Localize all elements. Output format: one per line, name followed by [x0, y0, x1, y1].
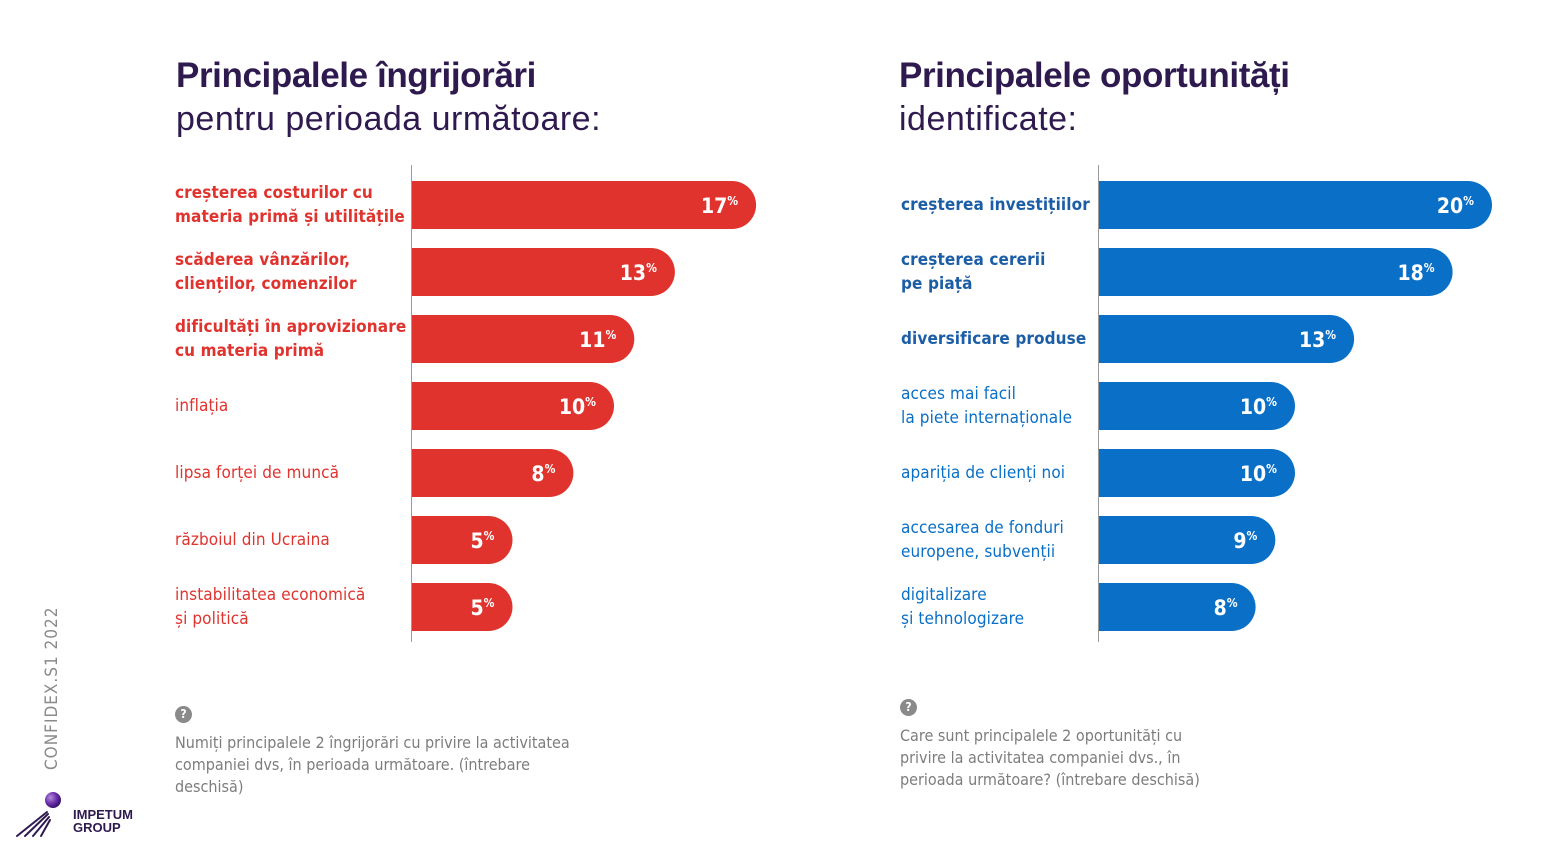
opportunities-bar-chart: 20% 18% 13% 10% 10% 9% 8% — [1098, 181, 1492, 631]
opportunity-bar-value-label: 20% — [1437, 194, 1474, 218]
concerns-subtitle: pentru perioada următoare: — [176, 100, 602, 138]
concerns-question-note: Numiți principalele 2 îngrijorări cu pri… — [175, 733, 570, 796]
concerns-title: Principalele îngrijorări — [176, 56, 536, 95]
concern-category-label: lipsa forței de muncă — [175, 463, 340, 483]
concern-bar-value-label: 5% — [471, 596, 495, 620]
opportunities-title: Principalele oportunități — [899, 56, 1290, 95]
concern-bar — [411, 449, 574, 497]
concern-bar — [411, 516, 513, 564]
opportunities-category-labels: creșterea investițiilor creșterea cererii… — [771, 0, 1542, 853]
opportunity-category-label: creșterea investițiilor — [901, 195, 1090, 215]
concern-category-label: inflația — [175, 396, 229, 416]
concern-category-label: războiul din Ucraina — [175, 530, 330, 550]
concern-category-label: dificultăți în aprovizionare cu materia … — [175, 317, 407, 361]
opportunity-category-label: creșterea cererii pe piață — [901, 250, 1046, 294]
concern-bar — [411, 315, 635, 363]
opportunity-bar — [1098, 248, 1453, 296]
opportunity-category-label: digitalizare și tehnologizare — [901, 585, 1025, 629]
question-icon: ? — [175, 706, 192, 723]
opportunity-category-label: apariția de clienți noi — [901, 463, 1066, 483]
logo-text: IMPETUM GROUP — [73, 807, 133, 835]
opportunity-bar — [1098, 315, 1355, 363]
opportunities-axis-line — [1098, 165, 1099, 642]
opportunity-bar-value-label: 8% — [1214, 596, 1238, 620]
concerns-axis-line — [411, 165, 412, 642]
concern-category-label: scăderea vânzărilor, clienților, comenzi… — [175, 250, 357, 294]
concerns-bar-chart: 17% 13% 11% 10% 8% 5% 5% — [411, 181, 757, 631]
opportunities-question-note: Care sunt principalele 2 oportunități cu… — [900, 726, 1200, 789]
concerns-panel: Principalele îngrijorări pentru perioada… — [175, 56, 757, 796]
concern-bar-value-label: 5% — [471, 529, 495, 553]
opportunity-bar — [1098, 382, 1295, 430]
opportunity-category-label: acces mai facil la piete internaționale — [901, 384, 1073, 428]
concern-category-label: instabilitatea economică și politică — [175, 585, 366, 629]
concerns-category-labels: creșterea costurilor cu materia primă și… — [175, 183, 407, 629]
opportunity-category-label: diversificare produse — [901, 329, 1087, 349]
concern-bar-value-label: 13% — [620, 261, 657, 285]
opportunity-bar — [1098, 516, 1276, 564]
concern-bar — [411, 583, 513, 631]
opportunity-bar — [1098, 583, 1256, 631]
opportunity-bar-value-label: 10% — [1240, 462, 1277, 486]
opportunity-category-label: accesarea de fonduri europene, subvenții — [901, 518, 1064, 562]
concern-category-label: creșterea costurilor cu materia primă și… — [175, 183, 405, 227]
impetum-logo-icon — [16, 792, 61, 837]
opportunity-bar-value-label: 10% — [1240, 395, 1277, 419]
opportunity-bar-value-label: 18% — [1397, 261, 1434, 285]
opportunity-bar-value-label: 13% — [1299, 328, 1336, 352]
opportunities-subtitle: identificate: — [899, 100, 1078, 138]
concern-bar-value-label: 10% — [559, 395, 596, 419]
concern-bar-value-label: 17% — [701, 194, 738, 218]
opportunity-bar — [1098, 181, 1492, 229]
concern-bar — [411, 181, 757, 229]
opportunity-bar — [1098, 449, 1295, 497]
concern-bar-value-label: 8% — [531, 462, 555, 486]
opportunities-panel: Principalele oportunități identificate: … — [771, 0, 1542, 853]
concern-bar — [411, 248, 675, 296]
opportunity-bar-value-label: 9% — [1233, 529, 1257, 553]
concern-bar — [411, 382, 614, 430]
question-icon: ? — [900, 699, 917, 716]
concern-bar-value-label: 11% — [579, 328, 616, 352]
side-source-label: CONFIDEX.S1 2022 — [42, 606, 62, 770]
